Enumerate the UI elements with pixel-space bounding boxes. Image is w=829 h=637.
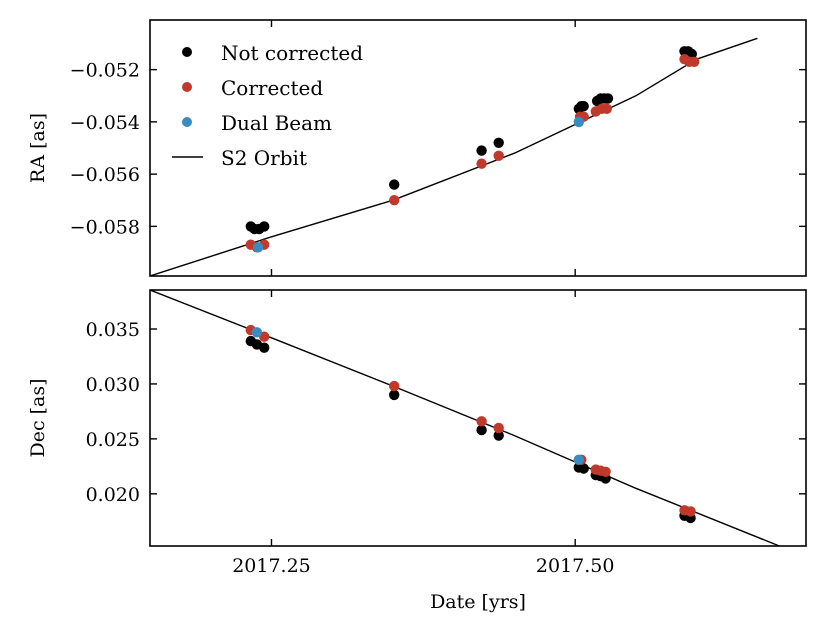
dec-point-dual-beam: [573, 454, 584, 465]
ra-point-corrected: [601, 103, 612, 115]
dec-point-corrected: [389, 380, 400, 392]
dec-point-not-corrected: [389, 389, 400, 401]
ra-point-not-corrected: [389, 179, 400, 190]
dec-point-corrected: [600, 466, 611, 477]
ra-ytick-label: −0.058: [70, 216, 140, 238]
ra-point-corrected: [689, 56, 700, 67]
xtick-label: 2017.25: [232, 555, 311, 577]
legend-marker-not-corrected: [182, 47, 192, 57]
ra-point-not-corrected: [578, 101, 589, 112]
dec-panel: 0.020 0.025 0.030 0.035 Dec [as]: [27, 289, 807, 547]
legend-marker-corrected: [182, 82, 192, 92]
dec-point-dual-beam: [251, 327, 263, 338]
ra-axes-frame: [149, 19, 807, 277]
ra-ytick-label: −0.056: [70, 164, 140, 186]
ra-point-dual-beam: [252, 242, 264, 253]
dec-point-not-corrected: [259, 342, 270, 353]
ra-point-dual-beam: [573, 116, 584, 128]
ra-point-corrected: [389, 195, 400, 206]
ra-point-corrected: [476, 158, 487, 169]
ra-point-not-corrected: [602, 93, 614, 104]
legend-label-s2-orbit: S2 Orbit: [221, 146, 307, 170]
legend-label-dual-beam: Dual Beam: [221, 111, 332, 135]
ra-ytick-label: −0.052: [70, 60, 140, 82]
dec-point-not-corrected: [493, 430, 504, 441]
dec-ytick-label: 0.030: [86, 374, 140, 396]
x-axis-label: Date [yrs]: [430, 591, 526, 613]
dec-point-corrected: [685, 506, 696, 517]
dec-ytick-label: 0.020: [86, 484, 140, 506]
ra-point-not-corrected: [476, 145, 487, 156]
ra-point-not-corrected: [493, 137, 504, 148]
ra-point-corrected: [493, 150, 504, 161]
legend: Not corrected Corrected Dual Beam S2 Orb…: [172, 41, 363, 170]
ra-ylabel: RA [as]: [27, 113, 49, 183]
xtick-label: 2017.50: [536, 555, 615, 577]
ra-panel: −0.058 −0.056 −0.054 −0.052 RA [as] Not cor…: [27, 19, 807, 277]
legend-label-corrected: Corrected: [221, 76, 323, 100]
dec-ytick-label: 0.035: [86, 319, 140, 341]
ra-ytick-label: −0.054: [70, 112, 140, 134]
dec-point-corrected: [476, 416, 487, 427]
dec-point-not-corrected: [578, 463, 589, 474]
dec-ylabel: Dec [as]: [27, 378, 49, 457]
dec-point-corrected: [493, 422, 504, 434]
legend-marker-dual-beam: [182, 117, 192, 127]
dec-point-not-corrected: [476, 424, 487, 436]
ra-point-not-corrected: [686, 48, 697, 60]
legend-label-not-corrected: Not corrected: [221, 41, 363, 65]
dec-axes-frame: [149, 289, 807, 547]
ra-point-not-corrected: [259, 221, 270, 232]
dec-ytick-label: 0.025: [86, 429, 140, 451]
